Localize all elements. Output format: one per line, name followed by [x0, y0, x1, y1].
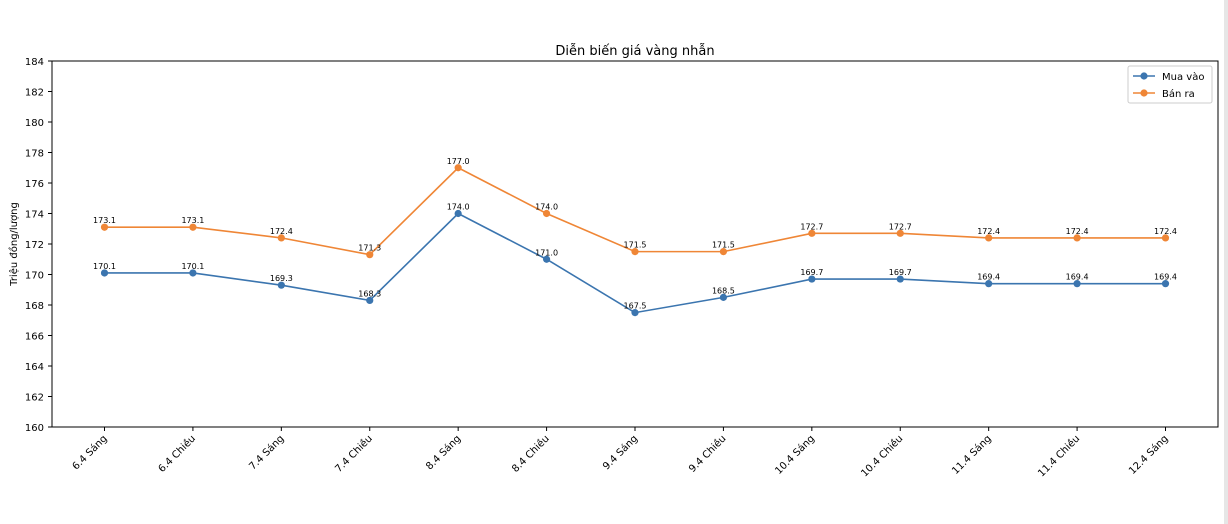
data-label: 174.0 — [535, 203, 558, 212]
y-tick-label: 178 — [25, 149, 44, 160]
data-label: 167.5 — [624, 302, 647, 311]
x-tick-label: 11.4 Chiều — [1036, 433, 1083, 480]
y-axis-label: Triệu đồng/lượng — [8, 202, 20, 287]
data-point — [100, 269, 109, 277]
data-label: 171.3 — [358, 244, 381, 253]
y-tick-label: 176 — [25, 179, 44, 190]
legend-label: Mua vào — [1162, 71, 1204, 83]
data-label: 172.7 — [889, 222, 912, 231]
data-point — [808, 275, 816, 283]
data-label: 171.5 — [712, 241, 735, 250]
x-tick-label: 12.4 Sáng — [1126, 433, 1170, 477]
chart-title: Diễn biến giá vàng nhẫn — [555, 44, 714, 59]
data-label: 169.4 — [1154, 273, 1177, 282]
data-label: 172.4 — [1154, 227, 1177, 236]
series-layer: 170.1 170.1 169.3 168.3 174.0 171.0 167.5 168.5… — [93, 157, 1177, 317]
data-point — [100, 223, 109, 231]
data-point — [719, 293, 728, 301]
data-point — [1161, 280, 1170, 288]
x-tick-label: 8.4 Chiều — [510, 433, 552, 475]
x-tick-label: 11.4 Sáng — [950, 433, 994, 477]
x-tick-label: 8.4 Sáng — [424, 433, 464, 473]
scrollbar-track — [1224, 0, 1228, 524]
data-point — [277, 281, 285, 289]
data-label: 172.7 — [800, 222, 823, 231]
x-tick-label: 9.4 Chiều — [686, 433, 728, 475]
data-point — [277, 234, 285, 242]
y-tick-label: 180 — [25, 118, 44, 129]
legend-marker — [1140, 89, 1148, 97]
x-tick-label: 10.4 Chiều — [859, 433, 906, 480]
data-label: 173.1 — [93, 216, 116, 225]
y-tick-label: 162 — [25, 393, 44, 404]
legend-marker — [1140, 72, 1148, 80]
x-tick-label: 6.4 Sáng — [70, 433, 110, 473]
data-point — [542, 255, 551, 263]
y-tick-label: 184 — [25, 57, 44, 68]
data-point — [719, 248, 728, 256]
y-tick-label: 164 — [25, 362, 44, 373]
data-point — [366, 251, 374, 259]
data-point — [1073, 280, 1081, 288]
legend-label: Bán ra — [1162, 88, 1195, 100]
data-point — [808, 229, 816, 237]
data-label: 168.5 — [712, 286, 735, 295]
data-label: 169.4 — [977, 273, 1000, 282]
data-label: 170.1 — [93, 262, 116, 271]
x-tick-label: 10.4 Sáng — [773, 433, 817, 477]
series-line-0 — [104, 212, 1166, 314]
data-label: 173.1 — [181, 216, 204, 225]
data-point — [366, 296, 374, 305]
y-tick-label: 182 — [25, 88, 44, 99]
data-point — [985, 280, 993, 288]
legend: Mua vào Bán ra — [1127, 65, 1213, 104]
data-point — [189, 269, 197, 277]
data-label: 169.7 — [800, 268, 823, 277]
data-label: 171.5 — [624, 241, 647, 250]
data-label: 172.4 — [270, 227, 293, 236]
data-label: 170.1 — [181, 262, 204, 271]
data-point — [896, 275, 904, 283]
data-label: 172.4 — [977, 227, 1000, 236]
y-tick-label: 166 — [25, 332, 44, 343]
data-point — [631, 309, 639, 317]
y-axis-ticks: 160 162 164 166 168 170 172 174 176 178 180 182 184 — [25, 57, 52, 434]
y-tick-label: 170 — [25, 271, 44, 282]
y-tick-label: 160 — [25, 423, 44, 434]
data-point — [631, 248, 639, 256]
data-point — [454, 164, 462, 172]
data-label: 177.0 — [447, 157, 470, 166]
data-point — [1073, 234, 1081, 242]
x-tick-label: 7.4 Chiều — [333, 433, 375, 475]
data-label: 172.4 — [1066, 227, 1089, 236]
data-point — [542, 209, 551, 218]
data-point — [454, 209, 462, 218]
data-label: 171.0 — [535, 248, 558, 257]
data-label: 168.3 — [358, 289, 381, 298]
data-point — [985, 234, 993, 242]
data-label: 169.7 — [889, 268, 912, 277]
x-tick-label: 9.4 Sáng — [600, 433, 640, 473]
x-axis-ticks: 6.4 Sáng 6.4 Chiều 7.4 Sáng 7.4 Chiều 8.4 Sá… — [70, 427, 1171, 479]
x-tick-label: 7.4 Sáng — [247, 433, 287, 473]
data-point — [1161, 234, 1170, 242]
data-point — [896, 229, 904, 237]
y-tick-label: 172 — [25, 240, 44, 251]
data-point — [189, 223, 197, 231]
x-tick-label: 6.4 Chiều — [156, 433, 198, 475]
data-label: 169.3 — [270, 274, 293, 283]
data-label: 174.0 — [447, 203, 470, 212]
y-tick-label: 174 — [25, 210, 44, 221]
data-label: 169.4 — [1066, 273, 1089, 282]
y-tick-label: 168 — [25, 301, 44, 312]
